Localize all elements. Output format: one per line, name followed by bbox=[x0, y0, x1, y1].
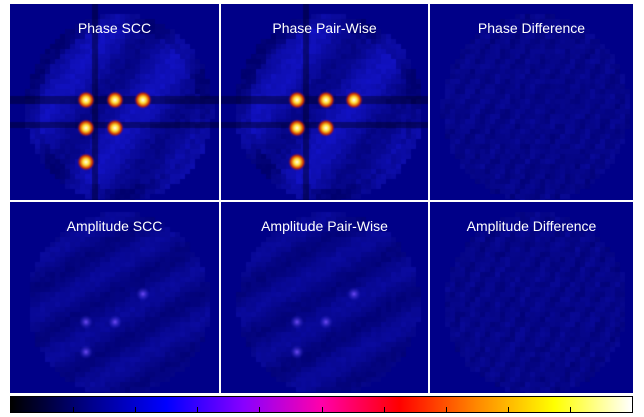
panel-phase-difference: Phase Difference bbox=[430, 4, 633, 200]
panel-amplitude-scc: Amplitude SCC bbox=[10, 202, 219, 393]
amplitude-scc-map bbox=[10, 202, 219, 393]
colorbar-gradient bbox=[11, 397, 632, 412]
amplitude-difference-map bbox=[430, 202, 633, 393]
phase-pair-wise-map bbox=[221, 4, 428, 200]
panel-amplitude-difference: Amplitude Difference bbox=[430, 202, 633, 393]
colorbar-ticks bbox=[73, 407, 571, 412]
phase-scc-map bbox=[10, 4, 219, 200]
phase-difference-map bbox=[430, 4, 633, 200]
panel-phase-pair-wise: Phase Pair-Wise bbox=[221, 4, 428, 200]
panel-phase-scc: Phase SCC bbox=[10, 4, 219, 200]
colorbar-fill bbox=[11, 397, 632, 412]
colorbar bbox=[10, 396, 633, 413]
panel-amplitude-pair-wise: Amplitude Pair-Wise bbox=[221, 202, 428, 393]
amplitude-pair-wise-map bbox=[221, 202, 428, 393]
